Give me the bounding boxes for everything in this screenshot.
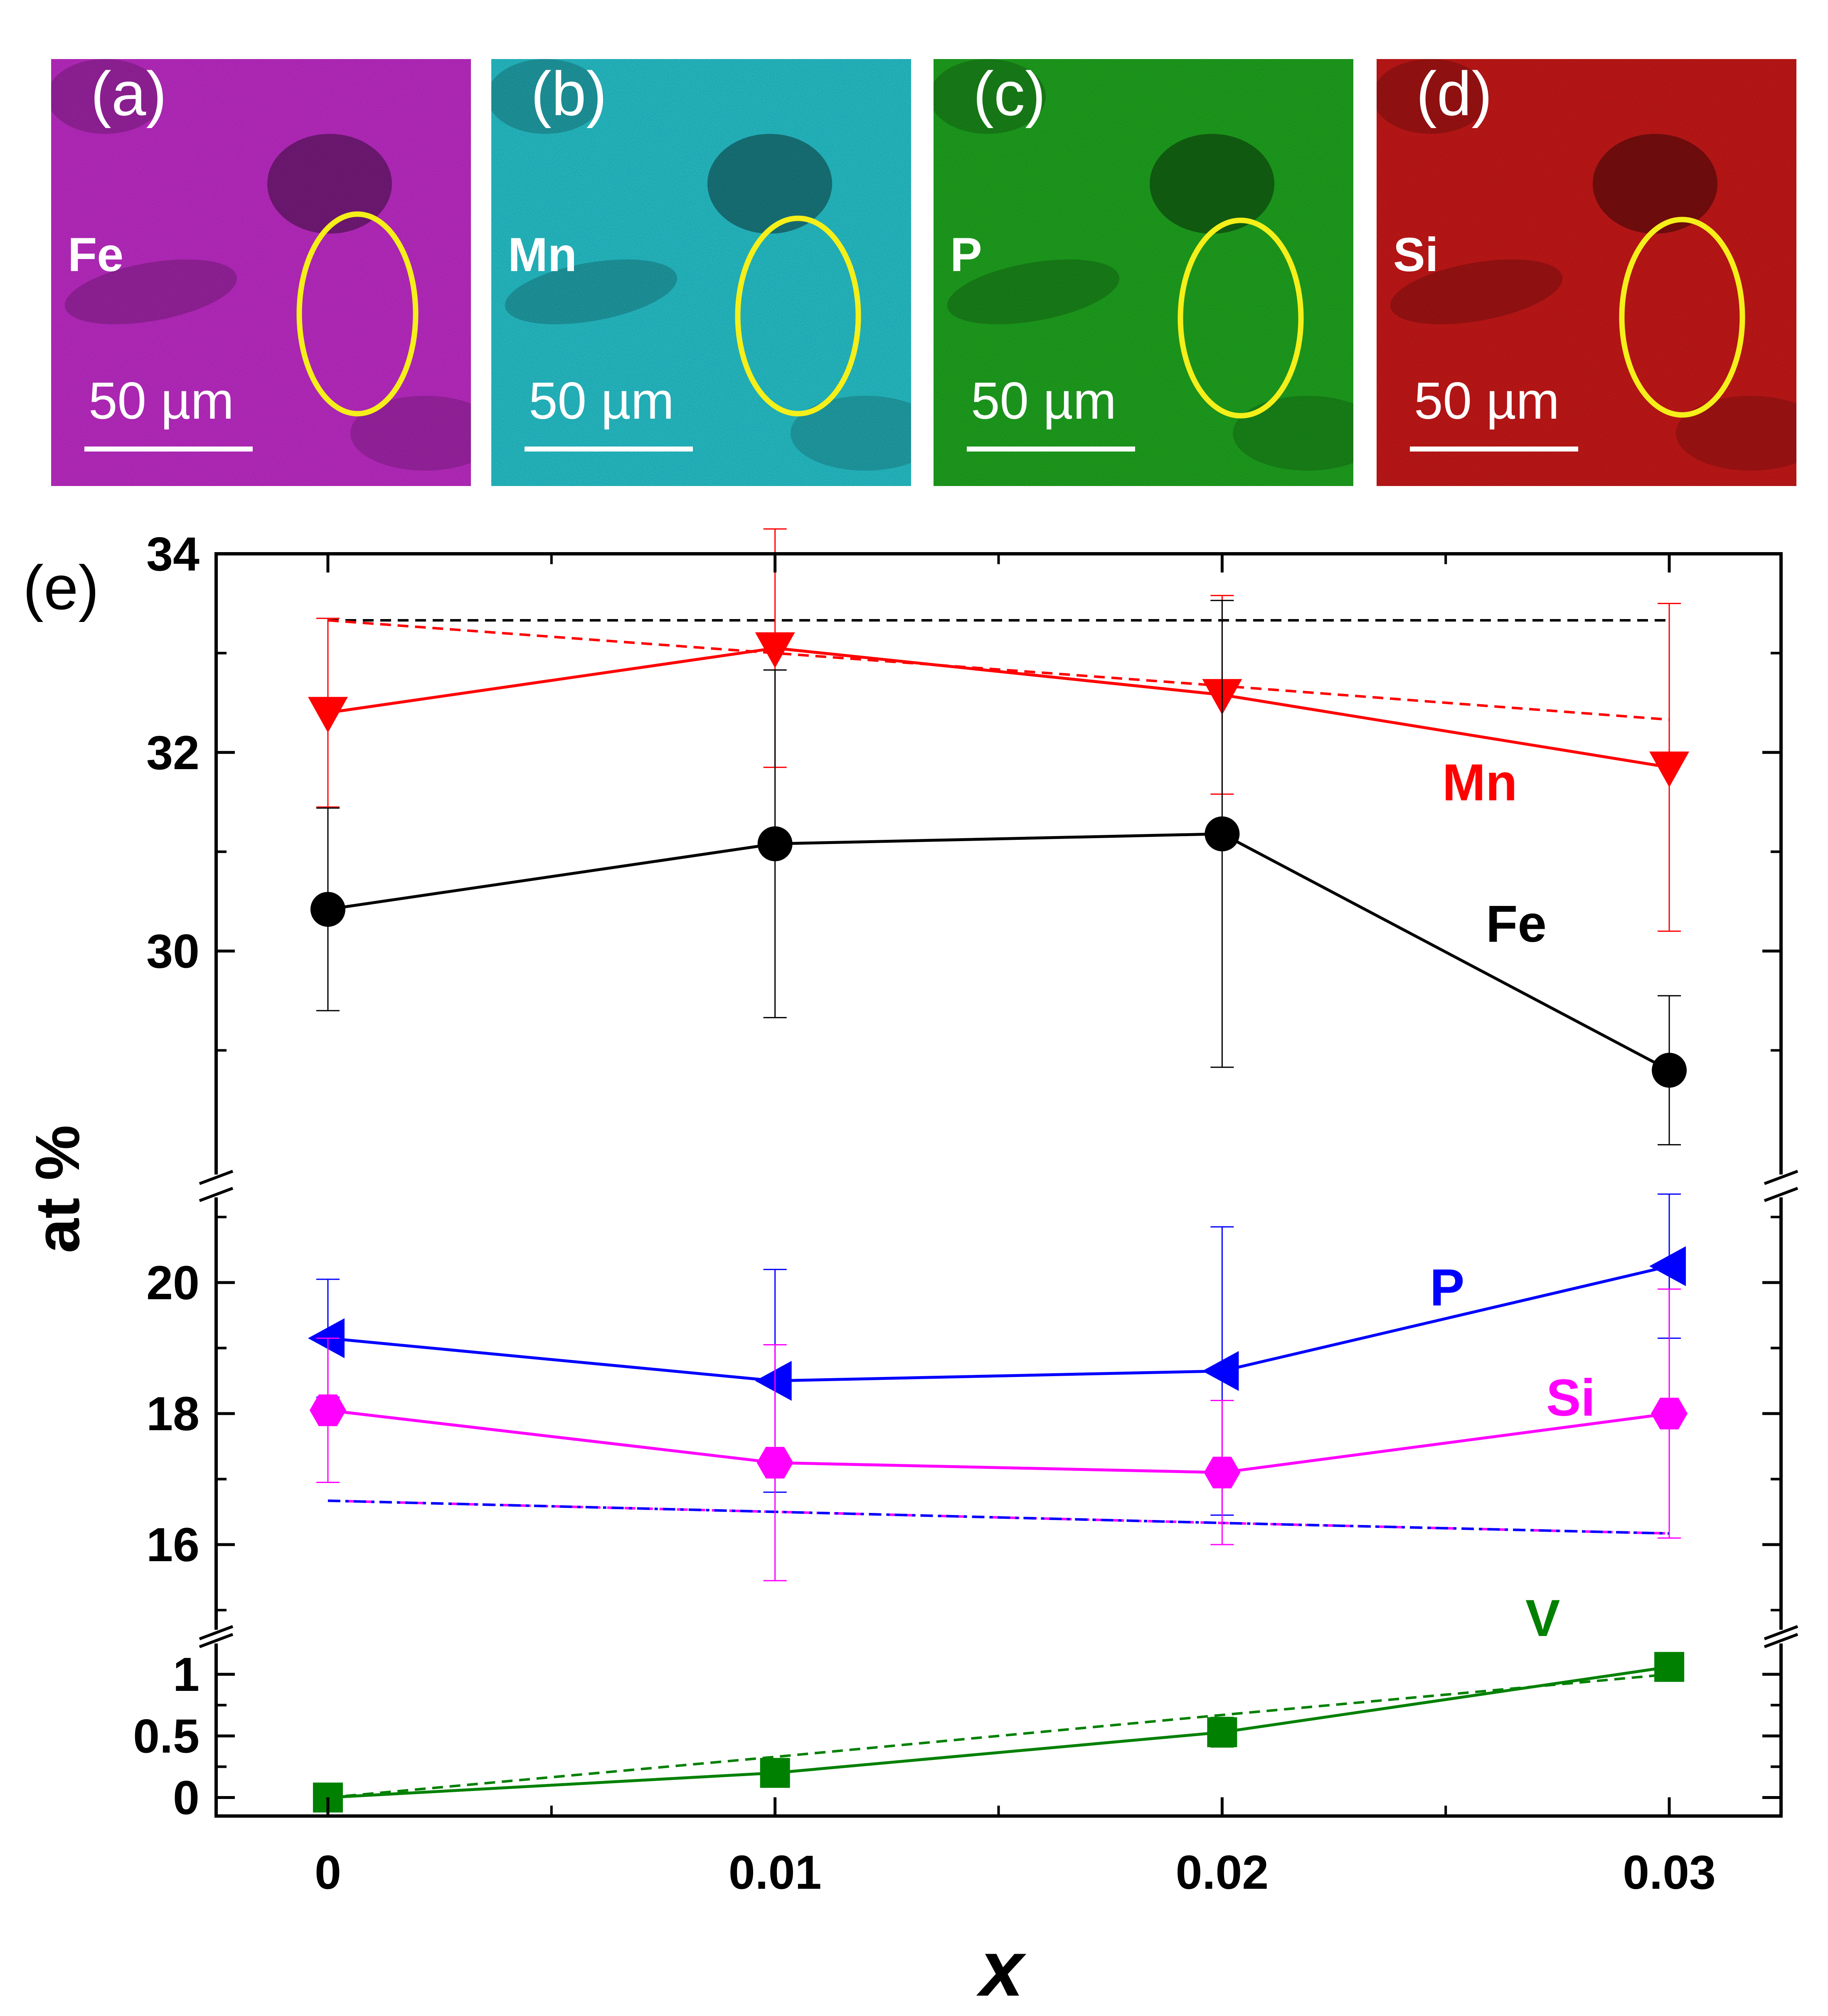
- axis-break-mark: [199, 1187, 234, 1202]
- series-line: [328, 1665, 1670, 1799]
- series-label: Si: [1546, 1369, 1595, 1427]
- series-mn: Mn: [308, 528, 1690, 932]
- chart-axes: 30 32 34 16 18 20 0 0.5 1 0 0.01 0.02 0.03: [133, 528, 1798, 1899]
- y-tick-label: 30: [146, 925, 200, 978]
- axis-break-gap: [212, 1175, 220, 1197]
- y-tick-label: 18: [146, 1387, 200, 1441]
- x-tick-label: 0: [315, 1846, 341, 1899]
- panel-label: (d): [1416, 59, 1492, 128]
- series-line: [328, 832, 1670, 1072]
- data-point: [1649, 751, 1690, 787]
- element-label: Mn: [508, 228, 577, 281]
- series-line: [328, 1409, 1670, 1474]
- nominal-line: [328, 1499, 1670, 1535]
- axis-break-mark: [1764, 1170, 1798, 1185]
- panel-label: (b): [531, 59, 607, 128]
- scale-bar-label: 50 µm: [529, 372, 674, 430]
- axis-break-mark: [1764, 1187, 1798, 1202]
- data-point: [308, 697, 348, 733]
- speckle: [1377, 59, 1796, 486]
- highlight-ellipse: [1619, 217, 1745, 418]
- x-axis-label: x: [976, 1925, 1027, 2013]
- data-point: [1202, 1351, 1239, 1391]
- y-tick-label: 34: [146, 528, 200, 581]
- highlight-ellipse: [1178, 217, 1304, 419]
- data-point: [1651, 1397, 1688, 1430]
- data-point: [755, 632, 795, 668]
- y-tick-label: 16: [146, 1518, 200, 1572]
- axis-break-mark: [199, 1170, 234, 1185]
- eds-panel-p: (c) P 50 µm: [934, 59, 1353, 486]
- data-point: [309, 1394, 346, 1426]
- series-label: Fe: [1486, 895, 1547, 953]
- axis-break-mark: [1764, 1625, 1798, 1641]
- data-point: [1649, 1246, 1686, 1286]
- scale-bar-label: 50 µm: [971, 372, 1116, 430]
- speckle: [51, 59, 471, 486]
- eds-panel-si: (d) Si 50 µm: [1377, 59, 1796, 486]
- eds-panel-fe: (a) Fe 50 µm: [51, 59, 471, 486]
- eds-panel-mn: (b) Mn 50 µm: [491, 59, 911, 486]
- element-label: P: [950, 228, 982, 281]
- series-line: [328, 1265, 1670, 1382]
- scale-bar-label: 50 µm: [89, 372, 234, 430]
- series-label: V: [1525, 1589, 1560, 1647]
- axis-break-mark: [1764, 1633, 1798, 1648]
- series-line: [328, 647, 1670, 769]
- x-tick-label: 0.03: [1623, 1846, 1716, 1899]
- highlight-ellipse: [735, 215, 861, 417]
- y-tick-label: 1: [173, 1648, 200, 1701]
- eds-map-panels: (a) Fe 50 µm (b) Mn 50 µm (c) P 50 µm (d) Si 50 µm: [51, 59, 1796, 486]
- axis-break-mark: [199, 1633, 234, 1648]
- chart-panel-label: (e): [23, 553, 99, 622]
- data-point: [1652, 1053, 1687, 1088]
- data-point: [1207, 1717, 1237, 1747]
- element-label: Fe: [68, 228, 123, 281]
- scale-bar-label: 50 µm: [1414, 372, 1559, 430]
- speckle: [491, 59, 911, 486]
- series-label: P: [1430, 1259, 1464, 1317]
- y-tick-label: 20: [146, 1256, 200, 1310]
- x-tick-label: 0.01: [729, 1846, 822, 1899]
- series-fe: Fe: [310, 600, 1687, 1145]
- y-tick-label: 0.5: [133, 1710, 200, 1763]
- data-point: [1205, 816, 1240, 851]
- y-axis-label: at %: [22, 1125, 92, 1253]
- composition-chart: (e) Mn Fe P Si V 30 32 34 16 18 20 0 0.5 1 0 0.01 0.02 0…: [22, 528, 1798, 2013]
- y-tick-label: 32: [146, 726, 200, 780]
- y-tick-label: 0: [173, 1772, 200, 1825]
- speckle: [934, 59, 1353, 486]
- axis-break-gap: [1777, 1175, 1785, 1197]
- highlight-ellipse: [296, 211, 419, 417]
- panel-label: (c): [973, 59, 1046, 128]
- series-v: V: [313, 1589, 1685, 1813]
- data-point: [757, 826, 793, 861]
- data-point: [310, 892, 345, 927]
- axis-break-mark: [199, 1625, 234, 1641]
- data-point: [1654, 1652, 1685, 1682]
- series-label: Mn: [1442, 754, 1517, 812]
- data-point: [1204, 1456, 1241, 1488]
- data-series: Mn Fe P Si V: [308, 528, 1690, 1813]
- data-point: [755, 1361, 792, 1401]
- nominal-line: [328, 619, 1670, 721]
- data-point: [760, 1758, 790, 1788]
- nominal-line: [328, 1673, 1670, 1799]
- series-si: Si: [309, 1288, 1688, 1582]
- element-label: Si: [1393, 228, 1439, 281]
- data-point: [756, 1447, 793, 1479]
- x-tick-label: 0.02: [1175, 1846, 1269, 1899]
- panel-label: (a): [91, 59, 167, 128]
- nominal-lines: [328, 619, 1670, 1799]
